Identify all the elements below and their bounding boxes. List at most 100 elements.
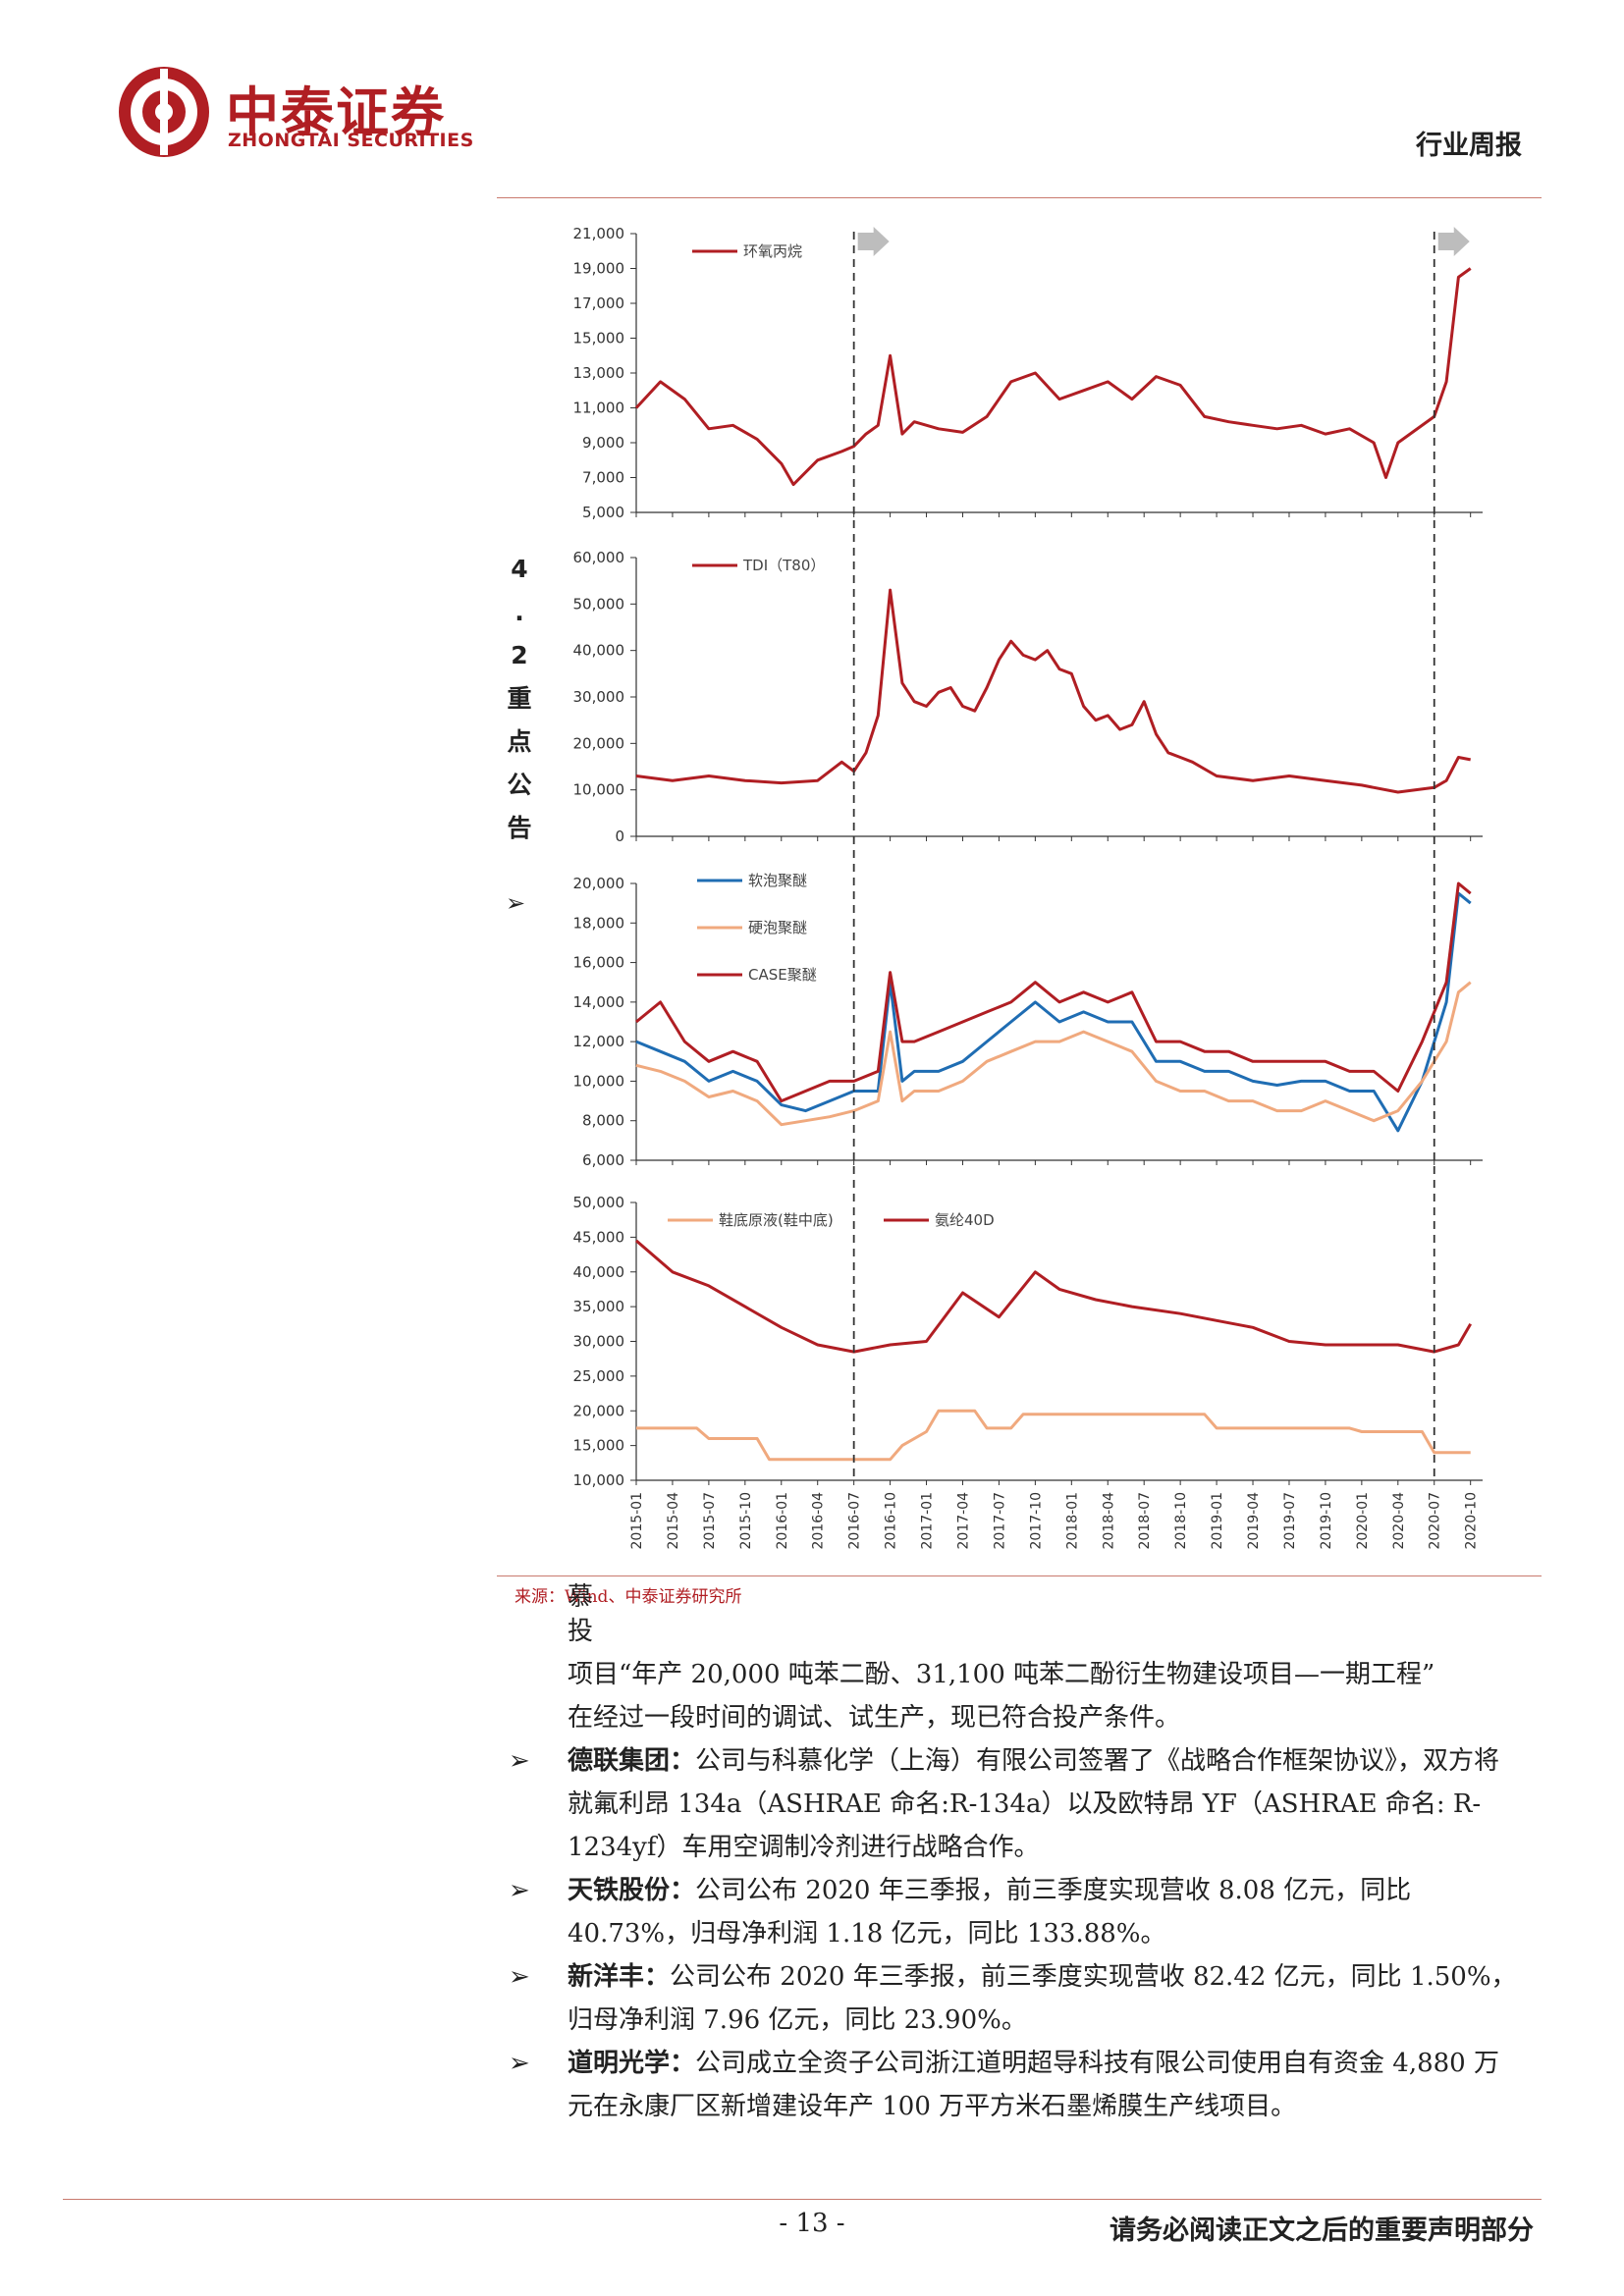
company-name: 德联集团： xyxy=(568,1746,696,1776)
company-name: 天铁股份： xyxy=(568,1876,696,1905)
announcement-item: ➢ 道明光学：公司成立全资子公司浙江道明超导科技有限公司使用自有资金 4,880 … xyxy=(509,2042,1522,2128)
x-tick-label: 2020-01 xyxy=(1355,1492,1371,1550)
x-tick-label: 2019-10 xyxy=(1319,1492,1334,1550)
y-tick-label: 45,000 xyxy=(573,1228,625,1246)
x-tick-label: 2017-01 xyxy=(920,1492,936,1550)
y-tick-label: 0 xyxy=(615,828,624,845)
announcement-body: 公司公布 2020 年三季报，前三季度实现营收 8.08 亿元，同比 40.73… xyxy=(568,1876,1412,1949)
legend-label: 鞋底原液(鞋中底) xyxy=(719,1211,834,1229)
x-tick-label: 2020-07 xyxy=(1428,1492,1443,1550)
y-tick-label: 9,000 xyxy=(582,434,624,452)
announcement-item: ➢ 天铁股份：公司公布 2020 年三季报，前三季度实现营收 8.08 亿元，同比… xyxy=(509,1869,1522,1955)
legend-label: CASE聚醚 xyxy=(748,966,817,984)
heading-char-0: 4 xyxy=(511,555,528,583)
section-heading-vertical: 4. 2 重点公告 xyxy=(505,548,534,850)
y-tick-label: 16,000 xyxy=(573,954,625,972)
bullet-arrow: ➢ xyxy=(506,889,526,917)
bullet-arrow: ➢ xyxy=(509,1962,530,1992)
series-line-硬泡聚醚 xyxy=(635,981,1472,1127)
x-tick-label: 2019-07 xyxy=(1282,1492,1298,1550)
y-tick-label: 20,000 xyxy=(573,875,625,892)
y-tick-label: 21,000 xyxy=(573,225,625,242)
announcement-list: ➢ 德联集团：公司与科慕化学（上海）有限公司签署了《战略合作框架协议》，双方将就氟… xyxy=(509,1739,1522,2128)
legend-label: 氨纶40D xyxy=(935,1211,995,1229)
legend-label: 硬泡聚醚 xyxy=(748,919,807,936)
x-tick-label: 2018-01 xyxy=(1064,1492,1080,1550)
x-tick-label: 2015-10 xyxy=(738,1492,754,1550)
x-tick-label: 2019-04 xyxy=(1246,1492,1262,1550)
y-tick-label: 5,000 xyxy=(582,504,624,521)
overlap-char-b: 投 xyxy=(568,1617,594,1646)
text-line-2: 在经过一段时间的调试、试生产，现已符合投产条件。 xyxy=(568,1703,1181,1733)
y-tick-label: 10,000 xyxy=(573,781,625,799)
footer-disclaimer: 请务必阅读正文之后的重要声明部分 xyxy=(1110,2216,1534,2246)
y-tick-label: 60,000 xyxy=(573,549,625,566)
heading-char-2: 2 xyxy=(511,641,528,669)
figure-rule xyxy=(497,1575,1542,1576)
series-line-TDI（T80） xyxy=(635,588,1471,794)
x-tick-label: 2016-01 xyxy=(775,1492,790,1550)
x-tick-label: 2016-07 xyxy=(847,1492,863,1550)
announcement-body: 公司与科慕化学（上海）有限公司签署了《战略合作框架协议》，双方将就氟利昂 134… xyxy=(568,1746,1500,1862)
logo-text-cn: 中泰证券 xyxy=(226,81,446,143)
series-line-环氧丙烷 xyxy=(634,267,1472,487)
y-tick-label: 18,000 xyxy=(573,914,625,932)
y-tick-label: 14,000 xyxy=(573,993,625,1011)
arrow-right-icon xyxy=(857,227,890,256)
y-tick-label: 20,000 xyxy=(573,734,625,752)
x-tick-label: 2015-04 xyxy=(666,1492,681,1550)
heading-char-1: . xyxy=(514,598,524,626)
bullet-arrow: ➢ xyxy=(509,1876,530,1905)
x-tick-label: 2018-04 xyxy=(1101,1492,1116,1550)
page-number: - 13 - xyxy=(779,2209,845,2238)
series-line-软泡聚醚 xyxy=(635,891,1472,1133)
heading-char-6: 告 xyxy=(507,814,532,842)
y-tick-label: 30,000 xyxy=(573,1333,625,1351)
x-tick-label: 2015-07 xyxy=(702,1492,718,1550)
x-tick-label: 2018-07 xyxy=(1137,1492,1153,1550)
announcement-item: ➢ 新洋丰：公司公布 2020 年三季报，前三季度实现营收 82.42 亿元，同比… xyxy=(509,1955,1522,2042)
y-tick-label: 7,000 xyxy=(582,469,624,487)
legend-label: 环氧丙烷 xyxy=(743,242,802,260)
x-tick-label: 2017-04 xyxy=(955,1492,971,1550)
bullet-arrow: ➢ xyxy=(509,2049,530,2078)
heading-char-4: 点 xyxy=(507,727,532,756)
y-tick-label: 19,000 xyxy=(573,260,625,278)
heading-char-5: 公 xyxy=(507,771,532,799)
x-tick-label: 2015-01 xyxy=(629,1492,645,1550)
company-name: 道明光学： xyxy=(568,2049,696,2078)
header-rule xyxy=(497,197,1542,198)
announcement-body: 公司成立全资子公司浙江道明超导科技有限公司使用自有资金 4,880 万元在永康厂… xyxy=(568,2049,1499,2121)
y-tick-label: 40,000 xyxy=(573,1263,625,1281)
y-tick-label: 11,000 xyxy=(573,400,625,417)
y-tick-label: 35,000 xyxy=(573,1298,625,1315)
series-line-CASE聚醚 xyxy=(635,881,1472,1103)
announcement-item: ➢ 德联集团：公司与科慕化学（上海）有限公司签署了《战略合作框架协议》，双方将就氟… xyxy=(509,1739,1522,1869)
overlap-char-a: 慕 xyxy=(568,1582,594,1612)
announcement-text: 慕 投 项目“年产 20,000 吨苯二酚、31,100 吨苯二酚衍生物建设项目… xyxy=(509,1584,1522,2128)
y-tick-label: 15,000 xyxy=(573,1437,625,1455)
y-tick-label: 10,000 xyxy=(573,1471,625,1489)
logo-text-en: ZHONGTAI SECURITIES xyxy=(228,130,474,151)
x-tick-label: 2019-01 xyxy=(1210,1492,1225,1550)
y-tick-label: 40,000 xyxy=(573,642,625,660)
y-tick-label: 8,000 xyxy=(582,1112,624,1130)
text-line-1: 项目“年产 20,000 吨苯二酚、31,100 吨苯二酚衍生物建设项目—一期工… xyxy=(568,1660,1435,1689)
heading-char-3: 重 xyxy=(507,684,532,713)
y-tick-label: 10,000 xyxy=(573,1072,625,1090)
y-tick-label: 20,000 xyxy=(573,1402,625,1419)
legend-label: 软泡聚醚 xyxy=(748,872,807,889)
x-tick-label: 2020-10 xyxy=(1464,1492,1480,1550)
arrow-right-icon xyxy=(1437,227,1470,256)
zhongtai-logo xyxy=(119,67,209,157)
series-line-氨纶40D xyxy=(635,1239,1472,1354)
legend-label: TDI（T80） xyxy=(742,557,825,574)
document-type: 行业周报 xyxy=(1416,131,1522,161)
x-tick-label: 2017-07 xyxy=(992,1492,1007,1550)
announcement-body: 公司公布 2020 年三季报，前三季度实现营收 82.42 亿元，同比 1.50… xyxy=(568,1962,1517,2035)
series-line-鞋底原液(鞋中底) xyxy=(636,1409,1471,1462)
y-tick-label: 6,000 xyxy=(582,1151,624,1169)
footer-rule xyxy=(63,2199,1542,2200)
y-tick-label: 50,000 xyxy=(573,1194,625,1211)
